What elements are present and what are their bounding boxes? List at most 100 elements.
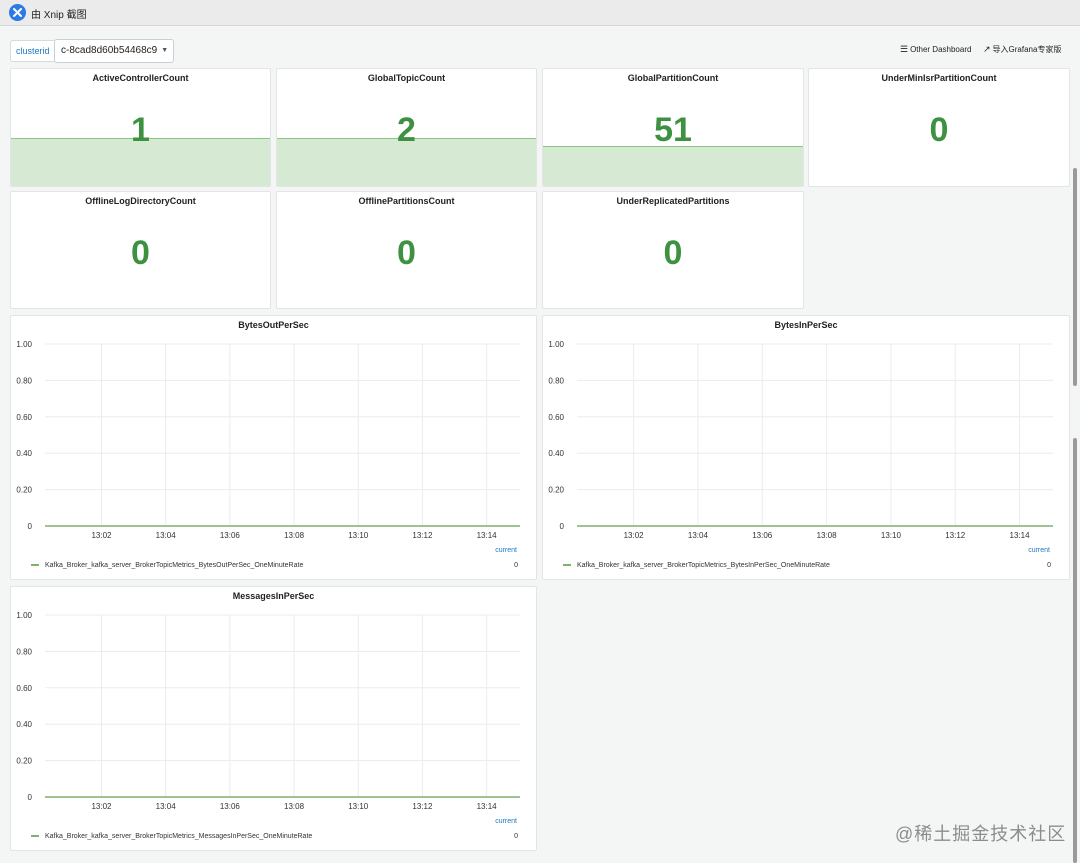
x-tick-label: 13:12 — [945, 531, 966, 540]
window-titlebar: 由 Xnip 截图 — [0, 0, 1080, 26]
x-tick-label: 13:10 — [881, 531, 902, 540]
stat-panel-global-topic-count[interactable]: GlobalTopicCount 2 — [276, 68, 537, 187]
legend-current-header: current — [495, 547, 517, 554]
dashboard-toolbar: clusterid c-8cad8d60b54468c9 ▼ ☰ Other Da… — [0, 26, 1080, 66]
legend-series-name: Kafka_Broker_kafka_server_BrokerTopicMet… — [577, 562, 830, 569]
x-tick-label: 13:08 — [284, 802, 305, 811]
graph-panel-bytes-out-per-sec[interactable]: BytesOutPerSec 1.00 0.80 0.60 0.40 0.20 0 13:0… — [10, 315, 537, 580]
stat-sparkline-area — [543, 146, 803, 186]
stat-value: 2 — [397, 111, 416, 149]
legend-current-value: 0 — [514, 562, 518, 569]
x-tick-label: 13:06 — [220, 802, 241, 811]
scrollbar-thumb[interactable] — [1073, 168, 1077, 386]
y-tick-label: 0.40 — [16, 449, 32, 458]
menu-icon: ☰ — [900, 44, 909, 54]
other-dashboard-link[interactable]: ☰ Other Dashboard — [900, 44, 971, 55]
stat-value: 0 — [663, 234, 683, 272]
stat-panel-global-partition-count[interactable]: GlobalPartitionCount 51 — [542, 68, 804, 187]
x-tick-label: 13:04 — [688, 531, 709, 540]
stat-sparkline-area — [11, 138, 270, 186]
x-tick-label: 13:02 — [91, 802, 112, 811]
graph-panel-messages-in-per-sec[interactable]: MessagesInPerSec 1.00 0.80 0.60 0.40 0.20 0 13… — [10, 586, 537, 851]
x-tick-label: 13:04 — [156, 531, 177, 540]
legend-swatch — [563, 564, 571, 566]
xnip-app-icon — [9, 4, 26, 21]
stat-panel-offline-partitions-count[interactable]: OfflinePartitionsCount 0 — [276, 191, 537, 309]
x-tick-label: 13:06 — [752, 531, 773, 540]
y-tick-label: 0.20 — [16, 486, 32, 495]
x-tick-label: 13:14 — [477, 531, 498, 540]
legend-swatch — [31, 564, 39, 566]
legend-item[interactable]: Kafka_Broker_kafka_server_BrokerTopicMet… — [31, 833, 518, 840]
legend-current-header: current — [495, 818, 517, 825]
x-tick-label: 13:04 — [156, 802, 177, 811]
y-tick-label: 0.20 — [548, 486, 564, 495]
line-chart: 1.00 0.80 0.60 0.40 0.20 0 13:02 13:04 13:06 13:0… — [16, 611, 520, 811]
legend-series-name: Kafka_Broker_kafka_server_BrokerTopicMet… — [45, 833, 313, 840]
y-tick-label: 0.60 — [16, 684, 32, 693]
panel-title: MessagesInPerSec — [232, 591, 315, 601]
panel-title: OfflineLogDirectoryCount — [85, 196, 196, 206]
y-tick-label: 0.20 — [16, 757, 32, 766]
x-tick-label: 13:08 — [284, 531, 305, 540]
stat-sparkline-area — [277, 138, 536, 186]
line-chart: 1.00 0.80 0.60 0.40 0.20 0 13:02 13:04 13:06 13:0… — [16, 340, 520, 540]
y-tick-label: 0 — [28, 522, 33, 531]
legend-item[interactable]: Kafka_Broker_kafka_server_BrokerTopicMet… — [31, 562, 518, 569]
stat-panel-under-min-isr-partition-count[interactable]: UnderMinIsrPartitionCount 0 — [808, 68, 1070, 187]
panel-title: UnderMinIsrPartitionCount — [881, 73, 997, 83]
y-tick-label: 0.40 — [548, 449, 564, 458]
line-chart: 1.00 0.80 0.60 0.40 0.20 0 13:02 13:04 13:06 13:0… — [548, 340, 1053, 540]
legend-current-header: current — [1028, 547, 1050, 554]
x-tick-label: 13:12 — [412, 802, 433, 811]
y-tick-label: 0.60 — [16, 413, 32, 422]
import-grafana-label: 导入Grafana专家版 — [992, 45, 1062, 54]
legend-current-value: 0 — [514, 833, 518, 840]
panel-title: GlobalPartitionCount — [627, 73, 719, 83]
legend-item[interactable]: Kafka_Broker_kafka_server_BrokerTopicMet… — [563, 562, 1051, 569]
legend-swatch — [31, 835, 39, 837]
stat-panel-under-replicated-partitions[interactable]: UnderReplicatedPartitions 0 — [542, 191, 804, 309]
clusterid-select[interactable]: c-8cad8d60b54468c9 ▼ — [54, 39, 175, 63]
chevron-down-icon: ▼ — [161, 47, 169, 54]
x-tick-label: 13:14 — [1010, 531, 1031, 540]
window-title: 由 Xnip 截图 — [31, 10, 87, 21]
y-tick-label: 1.00 — [16, 340, 32, 349]
y-tick-label: 0 — [560, 522, 565, 531]
stat-value: 1 — [131, 111, 150, 149]
panel-title: OfflinePartitionsCount — [358, 196, 455, 206]
y-tick-label: 0.80 — [16, 376, 32, 385]
x-tick-label: 13:02 — [91, 531, 112, 540]
x-tick-label: 13:02 — [624, 531, 645, 540]
stat-panel-active-controller-count[interactable]: ActiveControllerCount 1 — [10, 68, 271, 187]
y-tick-label: 0.40 — [16, 720, 32, 729]
x-tick-label: 13:12 — [412, 531, 433, 540]
x-tick-label: 13:06 — [220, 531, 241, 540]
y-tick-label: 0.80 — [548, 376, 564, 385]
x-tick-label: 13:10 — [348, 802, 369, 811]
page-scrollbar[interactable] — [1072, 168, 1078, 863]
stat-value: 0 — [131, 234, 150, 272]
stat-value: 51 — [654, 111, 692, 149]
y-tick-label: 1.00 — [16, 611, 32, 620]
y-tick-label: 1.00 — [548, 340, 564, 349]
stat-panel-offline-log-directory-count[interactable]: OfflineLogDirectoryCount 0 — [10, 191, 271, 309]
panel-title: UnderReplicatedPartitions — [616, 196, 730, 206]
scrollbar-thumb-lower[interactable] — [1073, 438, 1077, 863]
graph-panel-bytes-in-per-sec[interactable]: BytesInPerSec 1.00 0.80 0.60 0.40 0.20 0 13:02… — [542, 315, 1070, 580]
watermark-text: @稀土掘金技术社区 — [895, 824, 1067, 844]
y-tick-label: 0.60 — [548, 413, 564, 422]
legend-current-value: 0 — [1047, 562, 1051, 569]
import-grafana-link[interactable]: ↗ 导入Grafana专家版 — [983, 44, 1061, 55]
clusterid-select-value: c-8cad8d60b54468c9 — [61, 45, 158, 56]
panel-title: BytesInPerSec — [774, 320, 838, 330]
variable-label-clusterid: clusterid — [10, 40, 56, 62]
external-link-icon: ↗ — [983, 44, 991, 54]
panel-title: GlobalTopicCount — [367, 73, 446, 83]
y-tick-label: 0.80 — [16, 647, 32, 656]
panel-title: BytesOutPerSec — [238, 320, 309, 330]
stat-value: 0 — [929, 111, 949, 149]
stat-value: 0 — [397, 234, 416, 272]
legend-series-name: Kafka_Broker_kafka_server_BrokerTopicMet… — [45, 562, 304, 569]
other-dashboard-label: Other Dashboard — [910, 45, 972, 54]
